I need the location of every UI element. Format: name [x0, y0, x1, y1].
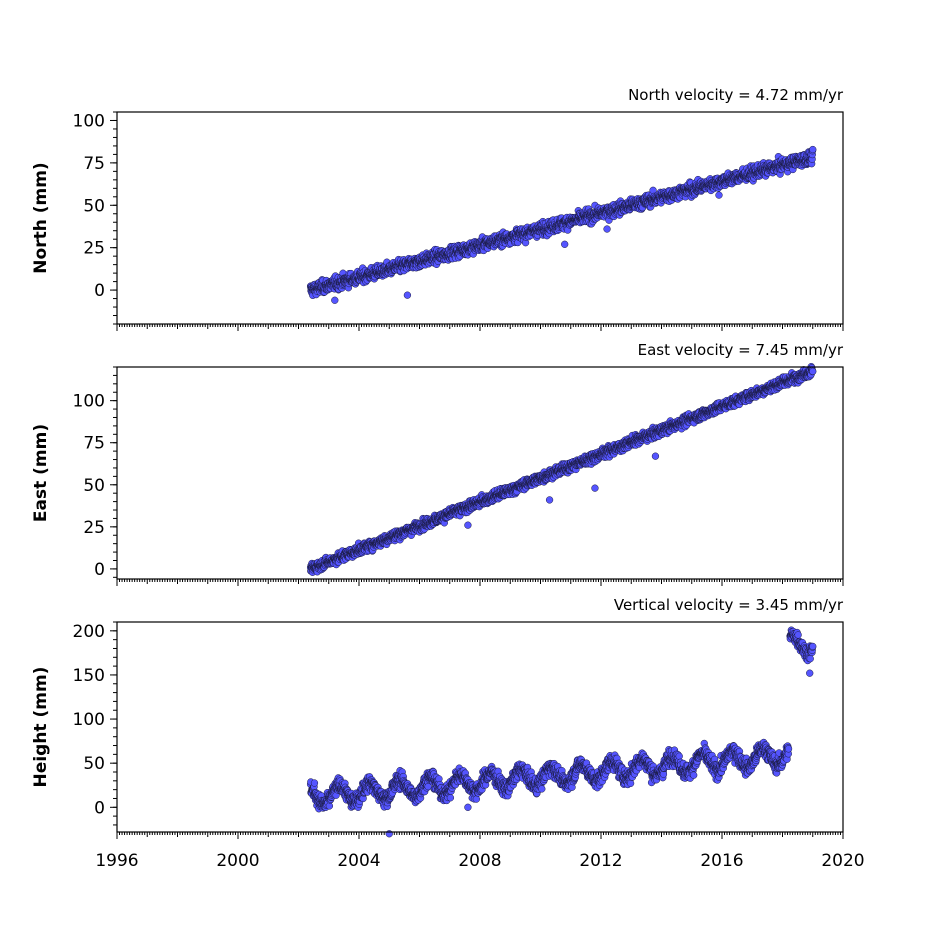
north-velocity-label: North velocity = 4.72 mm/yr — [628, 86, 844, 104]
y-tick-label: 100 — [73, 392, 105, 412]
y-tick-label: 75 — [83, 154, 105, 174]
y-tick-label: 0 — [94, 560, 105, 580]
data-point — [403, 291, 412, 299]
data-point — [809, 145, 817, 154]
y-tick-label: 25 — [83, 239, 105, 259]
east-velocity-label: East velocity = 7.45 mm/yr — [638, 341, 844, 359]
y-tick-label: 75 — [83, 434, 105, 454]
east-axis-title: East (mm) — [31, 424, 51, 522]
data-point — [715, 191, 723, 199]
y-tick-label: 100 — [73, 111, 105, 131]
y-tick-label: 50 — [83, 476, 105, 496]
data-point — [561, 240, 569, 248]
data-point — [603, 225, 611, 233]
y-tick-label: 25 — [83, 518, 105, 538]
north-axis-title: North (mm) — [31, 162, 51, 273]
y-tick-label: 50 — [83, 196, 105, 216]
north-panel: North velocity = 4.72 mm/yr North (mm) 0… — [31, 86, 844, 331]
north-y-ticks: 0 25 50 75 100 — [73, 111, 117, 325]
y-tick-label: 0 — [94, 281, 105, 301]
north-data-points — [306, 145, 817, 304]
data-point — [331, 296, 339, 304]
